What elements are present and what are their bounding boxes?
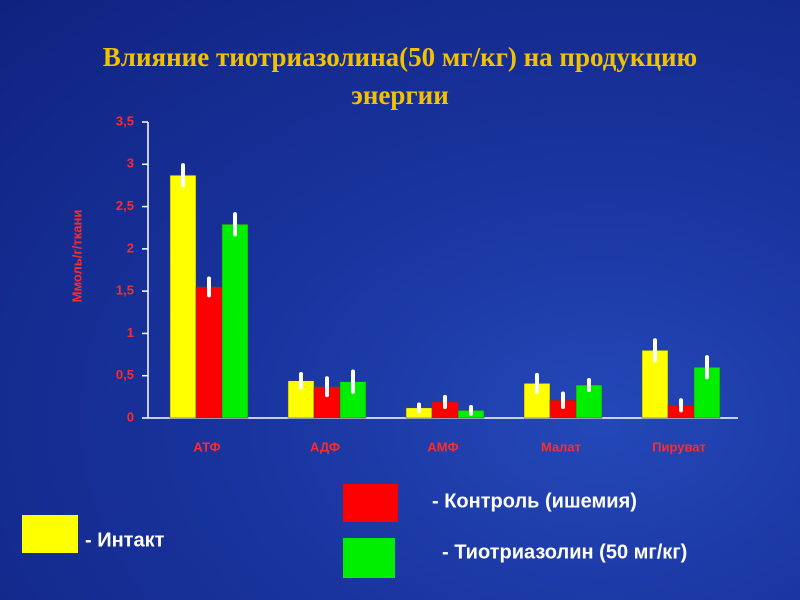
bar [169, 175, 197, 419]
y-tick-label: 0,5 [116, 367, 134, 382]
y-tick-label: 0 [127, 409, 134, 424]
chart-title: Влияние тиотриазолина(50 мг/кг) на проду… [102, 42, 698, 110]
y-axis-label: Ммоль/г/ткани [69, 210, 84, 303]
y-tick-label: 1,5 [116, 283, 134, 298]
y-tick-label: 1 [127, 325, 134, 340]
x-tick-label: АТФ [193, 439, 220, 454]
x-tick-label: АДФ [310, 439, 340, 454]
y-tick-label: 3,5 [116, 113, 134, 128]
legend-swatch [343, 538, 395, 578]
legend-swatch [22, 515, 78, 553]
x-tick-label: АМФ [427, 439, 458, 454]
legend-label: - Тиотриазолин (50 мг/кг) [442, 541, 687, 563]
y-tick-label: 2 [127, 240, 134, 255]
bar [221, 224, 249, 419]
y-tick-label: 3 [127, 156, 134, 171]
x-tick-label: Пируват [652, 439, 706, 454]
x-tick-label: Малат [541, 439, 581, 454]
legend-label: - Контроль (ишемия) [432, 490, 637, 512]
legend-swatch [343, 484, 398, 522]
legend-label: - Интакт [85, 529, 165, 551]
bar [195, 286, 223, 419]
y-tick-label: 2,5 [116, 198, 134, 213]
